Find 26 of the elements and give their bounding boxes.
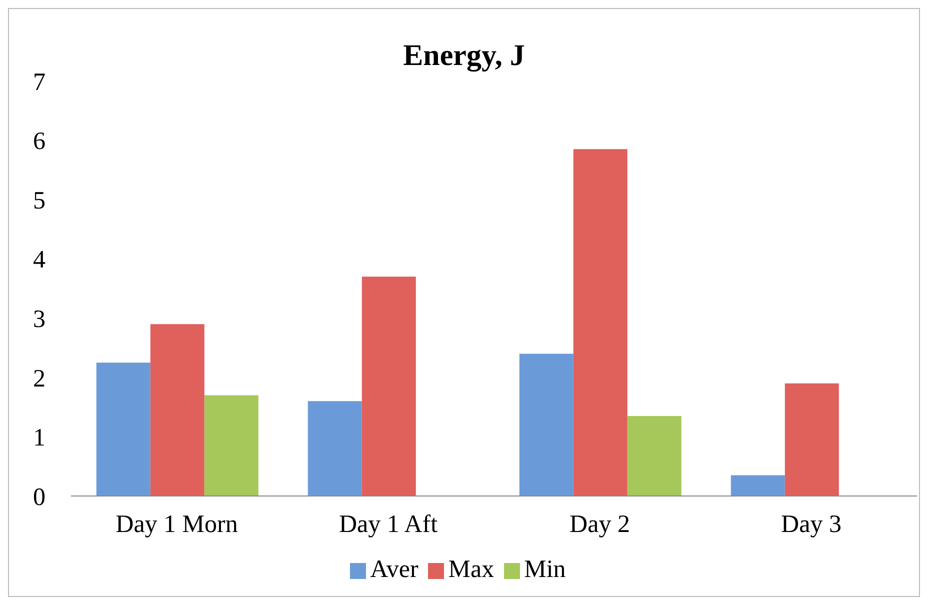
bar [204, 395, 258, 496]
x-tick-label: Day 2 [570, 510, 630, 538]
bar [784, 383, 839, 496]
y-tick-label: 1 [33, 424, 46, 452]
y-tick-label: 0 [33, 484, 46, 511]
bar [627, 416, 682, 496]
bar [573, 149, 628, 496]
bar [519, 354, 574, 496]
legend-label: Min [524, 556, 566, 583]
bar [308, 401, 362, 496]
x-tick-label: Day 3 [781, 510, 842, 538]
y-tick-label: 6 [33, 128, 46, 156]
y-tick-label: 5 [33, 187, 46, 214]
y-tick-label: 2 [33, 365, 46, 392]
x-tick-label: Day 1 Aft [338, 510, 438, 538]
legend-label: Aver [370, 556, 418, 583]
bar [150, 324, 204, 496]
chart-title: Energy, J [402, 38, 526, 72]
y-tick-label: 7 [33, 68, 46, 96]
legend-label: Max [448, 556, 494, 583]
y-tick-label: 3 [33, 306, 46, 334]
x-tick-label: Day 1 Morn [116, 510, 238, 538]
bar [730, 475, 785, 496]
bar [96, 362, 150, 496]
bar [362, 276, 416, 496]
y-tick-label: 4 [33, 246, 46, 274]
